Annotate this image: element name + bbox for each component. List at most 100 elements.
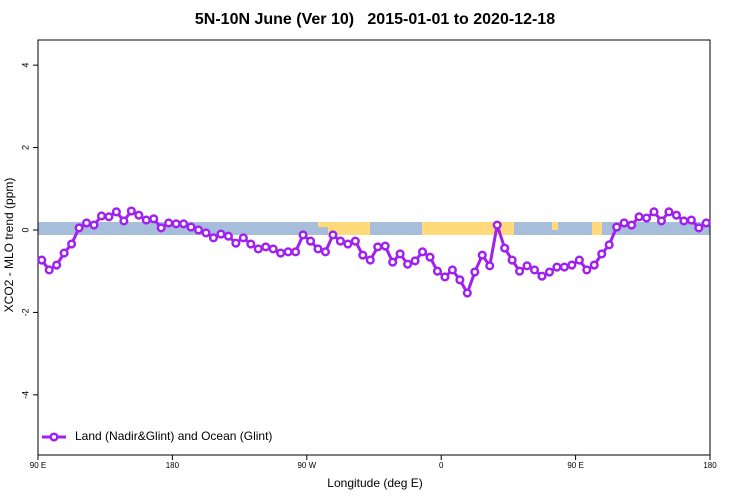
legend-marker — [49, 432, 59, 442]
point — [627, 220, 637, 230]
point — [261, 242, 271, 252]
point — [515, 266, 525, 276]
point — [701, 218, 711, 228]
point — [544, 267, 555, 277]
point — [455, 275, 465, 285]
point — [634, 212, 644, 222]
point — [44, 265, 54, 275]
point — [52, 260, 62, 270]
land-ocean-strip — [38, 222, 710, 235]
point — [656, 216, 667, 226]
point — [305, 236, 316, 246]
point — [96, 211, 107, 221]
point — [671, 210, 681, 220]
x-tick-label: 180 — [703, 461, 717, 470]
point — [641, 213, 652, 223]
point — [81, 218, 92, 228]
land-patch — [422, 222, 514, 235]
point — [276, 248, 286, 258]
point — [238, 233, 248, 243]
point — [179, 219, 189, 229]
point — [417, 247, 428, 257]
point — [104, 212, 114, 222]
point — [67, 239, 77, 249]
point — [141, 215, 151, 225]
point — [201, 228, 211, 238]
point — [507, 255, 517, 265]
point — [246, 239, 256, 249]
point — [679, 216, 689, 226]
point — [462, 288, 472, 298]
point — [447, 265, 457, 275]
point — [403, 259, 413, 269]
point — [380, 241, 390, 251]
point — [298, 230, 308, 240]
point — [268, 244, 278, 254]
point — [223, 231, 233, 241]
point — [388, 257, 398, 267]
land-patch — [592, 222, 602, 235]
point — [410, 256, 420, 266]
x-tick-label: 90 E — [30, 461, 46, 470]
point — [619, 218, 629, 228]
point — [492, 220, 502, 230]
point — [477, 250, 487, 260]
point — [664, 207, 674, 217]
point — [425, 252, 435, 262]
y-tick-label: 2 — [20, 145, 30, 150]
y-tick-label: -4 — [20, 391, 30, 399]
y-axis-label: XCO2 - MLO trend (ppm) — [2, 178, 16, 313]
point — [649, 207, 659, 217]
point — [612, 222, 622, 232]
point — [350, 236, 360, 246]
point — [500, 243, 510, 253]
point — [193, 225, 204, 235]
plot-frame — [37, 39, 711, 456]
point — [686, 215, 696, 225]
point — [597, 249, 607, 259]
point — [582, 265, 592, 275]
point — [365, 255, 375, 265]
point — [485, 261, 495, 271]
land-patch — [552, 222, 558, 230]
x-tick-label: 90 E — [567, 461, 583, 470]
point — [37, 255, 47, 265]
point — [186, 222, 196, 232]
point — [156, 223, 166, 233]
point — [395, 249, 405, 259]
point — [694, 223, 704, 233]
point — [358, 250, 368, 260]
point — [552, 262, 562, 272]
point — [171, 219, 181, 229]
point — [529, 265, 540, 275]
land-patch — [328, 222, 370, 235]
x-tick-label: 180 — [166, 461, 180, 470]
y-tick-label: 0 — [20, 227, 30, 232]
point — [343, 239, 353, 249]
point — [216, 229, 226, 239]
point — [537, 271, 547, 281]
point — [253, 244, 263, 254]
point — [231, 238, 241, 248]
point — [313, 244, 323, 254]
y-tick-label: -2 — [20, 308, 30, 316]
point — [574, 255, 584, 265]
point — [373, 242, 383, 252]
point — [74, 223, 84, 233]
x-axis-label: Longitude (deg E) — [327, 476, 422, 490]
point — [111, 207, 121, 217]
point — [440, 272, 450, 282]
point — [470, 267, 480, 277]
point — [89, 220, 99, 230]
ocean-band — [38, 222, 710, 235]
land-patch — [318, 222, 330, 227]
point — [126, 206, 136, 216]
point — [59, 248, 69, 258]
point — [328, 230, 338, 240]
point — [149, 214, 159, 224]
point — [291, 247, 301, 257]
x-tick-label: 90 W — [297, 461, 316, 470]
point — [283, 247, 293, 257]
point — [589, 260, 599, 270]
